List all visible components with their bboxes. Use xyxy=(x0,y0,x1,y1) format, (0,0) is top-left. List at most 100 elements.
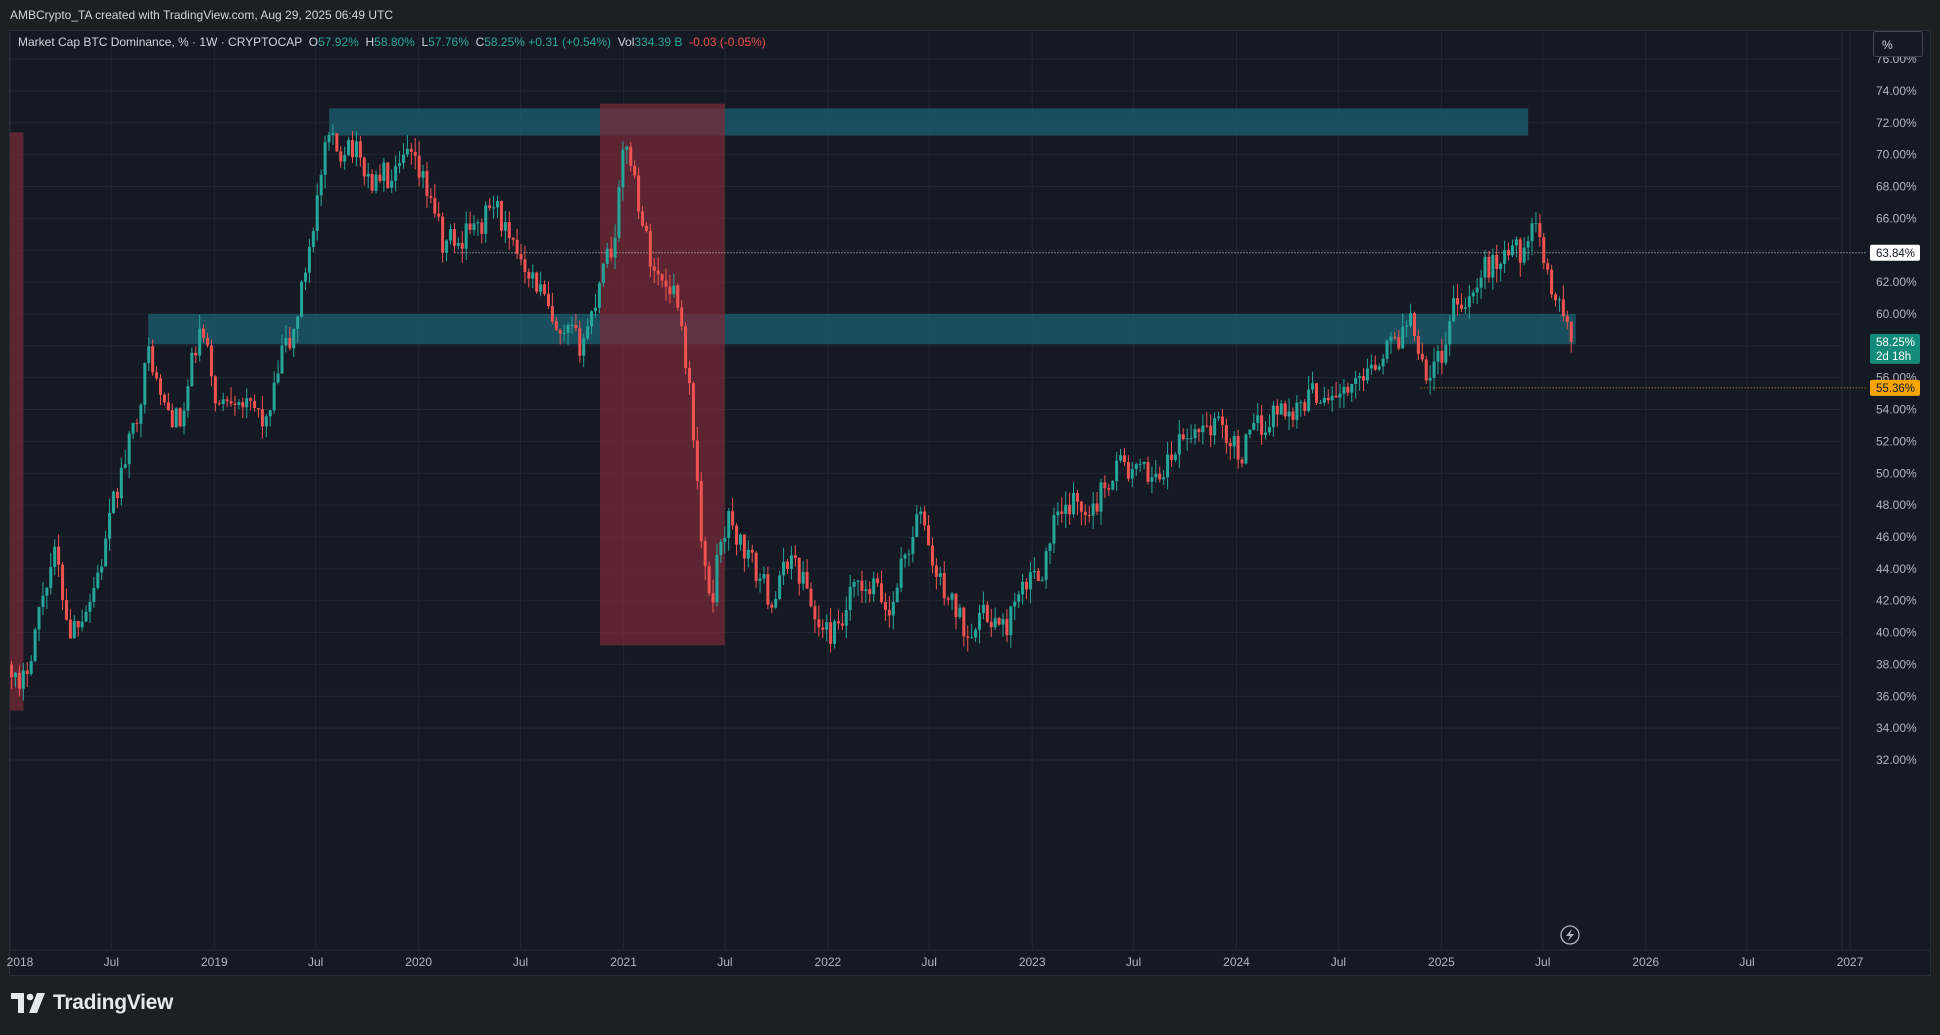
candle-body[interactable] xyxy=(864,589,868,591)
candle-body[interactable] xyxy=(1087,515,1091,517)
candle-body[interactable] xyxy=(1448,321,1452,345)
candle-body[interactable] xyxy=(797,557,801,584)
candle-body[interactable] xyxy=(1307,389,1311,411)
candle-body[interactable] xyxy=(1514,239,1518,246)
cyan-zone-top[interactable] xyxy=(329,108,1529,136)
candle-body[interactable] xyxy=(429,196,433,199)
candle-body[interactable] xyxy=(1530,223,1534,242)
candle-body[interactable] xyxy=(339,151,343,162)
candle-body[interactable] xyxy=(1483,256,1487,278)
candle-body[interactable] xyxy=(331,133,335,135)
candle-body[interactable] xyxy=(586,326,590,339)
candle-body[interactable] xyxy=(421,171,425,178)
candle-body[interactable] xyxy=(319,174,323,196)
candle-body[interactable] xyxy=(876,578,880,584)
candle-body[interactable] xyxy=(209,345,213,377)
candle-body[interactable] xyxy=(1459,304,1463,309)
candle-body[interactable] xyxy=(1142,462,1146,464)
candle-body[interactable] xyxy=(135,423,139,425)
candle-body[interactable] xyxy=(1032,570,1036,573)
candle-body[interactable] xyxy=(351,139,355,158)
candle-body[interactable] xyxy=(311,230,315,248)
candle-body[interactable] xyxy=(1565,316,1569,322)
candle-body[interactable] xyxy=(1554,294,1558,301)
candle-body[interactable] xyxy=(202,328,206,338)
candle-body[interactable] xyxy=(480,222,484,234)
candle-body[interactable] xyxy=(1111,480,1115,490)
candle-body[interactable] xyxy=(997,618,1001,625)
price-chart[interactable]: 76.00%74.00%72.00%70.00%68.00%66.00%64.0… xyxy=(0,0,1940,976)
candle-body[interactable] xyxy=(919,511,923,515)
candle-body[interactable] xyxy=(1021,581,1025,595)
candle-body[interactable] xyxy=(993,618,997,628)
candle-body[interactable] xyxy=(605,248,609,264)
candle-body[interactable] xyxy=(715,554,719,603)
candle-body[interactable] xyxy=(758,578,762,581)
candle-body[interactable] xyxy=(1177,434,1181,455)
candle-body[interactable] xyxy=(1557,299,1561,301)
candle-body[interactable] xyxy=(844,610,848,626)
candle-body[interactable] xyxy=(484,205,488,234)
candle-body[interactable] xyxy=(1503,250,1507,264)
candle-body[interactable] xyxy=(750,549,754,553)
candle-body[interactable] xyxy=(1326,397,1330,401)
candle-body[interactable] xyxy=(507,222,511,238)
candle-body[interactable] xyxy=(17,672,21,689)
candle-body[interactable] xyxy=(597,283,601,308)
candle-body[interactable] xyxy=(1377,366,1381,370)
candle-body[interactable] xyxy=(590,311,594,327)
candle-body[interactable] xyxy=(719,541,723,555)
candle-body[interactable] xyxy=(468,223,472,230)
candle-body[interactable] xyxy=(727,511,731,538)
candle-body[interactable] xyxy=(887,609,891,616)
candle-body[interactable] xyxy=(617,187,621,238)
candle-body[interactable] xyxy=(1126,462,1130,479)
candle-body[interactable] xyxy=(492,207,496,209)
candle-body[interactable] xyxy=(452,229,456,246)
candle-body[interactable] xyxy=(613,237,617,258)
candle-body[interactable] xyxy=(194,352,198,356)
candle-body[interactable] xyxy=(405,148,409,155)
candle-body[interactable] xyxy=(398,163,402,167)
candle-body[interactable] xyxy=(578,328,582,356)
candle-body[interactable] xyxy=(711,593,715,603)
candle-body[interactable] xyxy=(840,623,844,626)
candle-body[interactable] xyxy=(260,408,264,427)
candle-body[interactable] xyxy=(1150,477,1154,482)
candle-body[interactable] xyxy=(1154,473,1158,478)
candle-body[interactable] xyxy=(178,408,182,427)
candle-body[interactable] xyxy=(162,394,166,403)
candle-body[interactable] xyxy=(1369,364,1373,369)
candle-body[interactable] xyxy=(21,670,25,689)
candle-body[interactable] xyxy=(648,231,652,267)
candle-body[interactable] xyxy=(1322,397,1326,403)
candle-body[interactable] xyxy=(774,598,778,608)
candle-body[interactable] xyxy=(1036,570,1040,581)
candle-body[interactable] xyxy=(382,162,386,181)
candle-body[interactable] xyxy=(817,619,821,628)
candle-body[interactable] xyxy=(1103,482,1107,489)
candle-body[interactable] xyxy=(754,552,758,581)
candle-body[interactable] xyxy=(1220,416,1224,426)
candle-body[interactable] xyxy=(394,166,398,181)
candle-body[interactable] xyxy=(1385,340,1389,359)
candle-body[interactable] xyxy=(1405,325,1409,327)
candle-body[interactable] xyxy=(1365,368,1369,381)
candle-body[interactable] xyxy=(445,240,449,253)
candle-body[interactable] xyxy=(1236,436,1240,460)
candle-body[interactable] xyxy=(723,537,727,542)
candle-body[interactable] xyxy=(688,367,692,384)
candle-body[interactable] xyxy=(633,165,637,176)
candle-body[interactable] xyxy=(574,324,578,329)
candle-body[interactable] xyxy=(233,403,237,405)
candle-body[interactable] xyxy=(206,337,210,346)
candle-body[interactable] xyxy=(1173,454,1177,460)
candle-body[interactable] xyxy=(1138,463,1142,465)
candle-body[interactable] xyxy=(198,328,202,356)
candle-body[interactable] xyxy=(448,229,452,241)
candle-body[interactable] xyxy=(1213,418,1217,436)
candle-body[interactable] xyxy=(1079,501,1083,512)
candle-body[interactable] xyxy=(370,173,374,191)
candle-body[interactable] xyxy=(1420,353,1424,360)
candle-body[interactable] xyxy=(985,604,989,622)
